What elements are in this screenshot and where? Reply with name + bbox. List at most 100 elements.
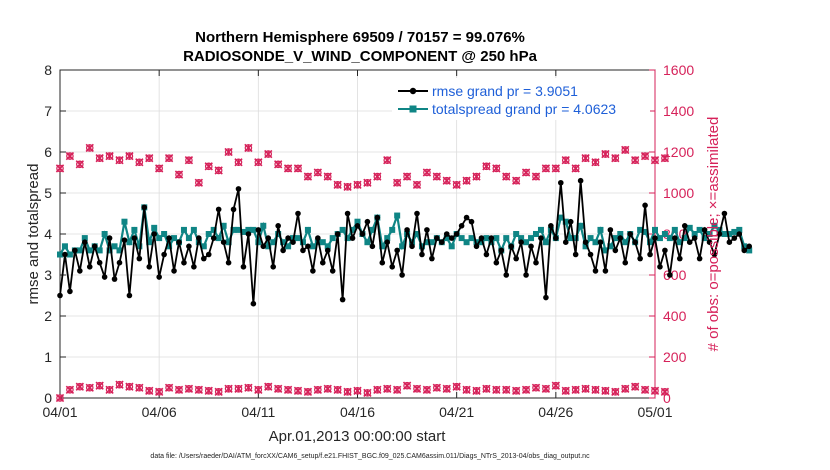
rmse-point <box>220 239 227 245</box>
totalspread-point <box>562 218 569 225</box>
rmse-point <box>285 235 291 241</box>
totalspread-point <box>478 239 485 246</box>
totalspread-point <box>458 235 465 242</box>
y-left-tick-label: 7 <box>44 103 52 119</box>
totalspread-point <box>572 235 579 242</box>
rmse-point <box>86 264 93 270</box>
totalspread-point <box>86 247 93 254</box>
totalspread-point <box>384 235 391 242</box>
totalspread-point <box>81 235 88 242</box>
totalspread-point <box>185 235 192 242</box>
rmse-point <box>443 231 450 237</box>
totalspread-point <box>121 218 128 225</box>
totalspread-point <box>597 226 604 233</box>
rmse-point <box>488 235 495 241</box>
rmse-point <box>508 243 515 250</box>
totalspread-point <box>622 239 629 246</box>
rmse-point <box>334 231 341 237</box>
totalspread-point <box>190 226 197 233</box>
rmse-point <box>607 227 614 233</box>
rmse-point <box>171 268 177 274</box>
totalspread-point <box>661 231 668 237</box>
rmse-point <box>319 259 326 266</box>
rmse-point <box>637 255 643 262</box>
chart-title-line2: RADIOSONDE_V_WIND_COMPONENT @ 250 hPa <box>183 48 538 65</box>
rmse-point <box>136 255 143 262</box>
rmse-point <box>349 235 356 241</box>
rmse-point <box>57 292 63 299</box>
legend-spread-label: totalspread grand pr = 4.0623 <box>432 101 616 117</box>
rmse-point <box>434 235 440 241</box>
rmse-point <box>681 223 688 229</box>
rmse-point <box>141 204 148 211</box>
totalspread-point <box>587 235 594 242</box>
rmse-point <box>548 223 554 229</box>
rmse-point <box>91 243 98 250</box>
chart-title-line1: Northern Hemisphere 69509 / 70157 = 99.0… <box>195 29 525 46</box>
rmse-point <box>270 264 277 270</box>
legend-rmse-label: rmse grand pr = 3.9051 <box>432 83 578 99</box>
totalspread-point <box>379 243 386 250</box>
rmse-point <box>676 255 683 262</box>
totalspread-point <box>210 226 217 233</box>
totalspread-point <box>746 247 753 254</box>
rmse-point <box>736 231 743 237</box>
totalspread-point <box>686 224 693 231</box>
totalspread-point <box>245 226 252 233</box>
legend-box <box>392 78 650 120</box>
totalspread-point <box>180 226 187 233</box>
totalspread-point <box>280 239 287 246</box>
totalspread-point <box>106 247 113 254</box>
rmse-point <box>612 247 619 254</box>
rmse-point <box>359 231 366 237</box>
legend-spread-marker <box>409 105 417 113</box>
totalspread-point <box>270 239 277 246</box>
rmse-point <box>215 206 222 213</box>
rmse-point <box>156 274 162 280</box>
rmse-point <box>77 268 83 274</box>
totalspread-point <box>101 231 108 237</box>
rmse-point <box>582 239 589 245</box>
rmse-point <box>543 294 549 301</box>
rmse-point <box>562 239 569 245</box>
rmse-point <box>538 235 544 241</box>
totalspread-point <box>225 239 232 246</box>
rmse-point <box>225 259 232 266</box>
totalspread-point <box>468 235 475 242</box>
totalspread-point <box>116 247 123 254</box>
totalspread-point <box>443 235 450 242</box>
rmse-point <box>483 251 490 258</box>
rmse-point <box>315 235 321 241</box>
rmse-point <box>72 247 78 254</box>
totalspread-point <box>716 226 723 233</box>
totalspread-point <box>339 226 346 233</box>
x-tick-label: 04/06 <box>142 404 177 420</box>
totalspread-point <box>528 235 535 242</box>
totalspread-point <box>448 243 455 250</box>
rmse-point <box>106 235 113 241</box>
totalspread-point <box>126 239 133 246</box>
totalspread-point <box>414 231 420 237</box>
rmse-point <box>632 239 638 245</box>
rmse-point <box>339 296 346 303</box>
rmse-point <box>280 247 286 254</box>
y-right-tick-label: 0 <box>663 390 671 406</box>
rmse-point <box>399 272 405 278</box>
rmse-point <box>260 243 267 250</box>
rmse-point <box>176 239 182 245</box>
rmse-point <box>62 251 68 258</box>
totalspread-point <box>652 226 658 233</box>
totalspread-point <box>518 235 525 242</box>
rmse-point <box>553 235 559 241</box>
rmse-point <box>67 288 73 295</box>
rmse-point <box>414 210 420 217</box>
legend-rmse-marker <box>409 87 417 95</box>
y-right-tick-label: 1000 <box>663 185 694 201</box>
rmse-point <box>686 239 693 245</box>
totalspread-point <box>533 231 539 237</box>
x-tick-label: 04/01 <box>42 404 77 420</box>
rmse-point <box>468 218 475 225</box>
rmse-point <box>662 247 668 254</box>
totalspread-point <box>656 235 663 242</box>
totalspread-point <box>607 243 614 250</box>
